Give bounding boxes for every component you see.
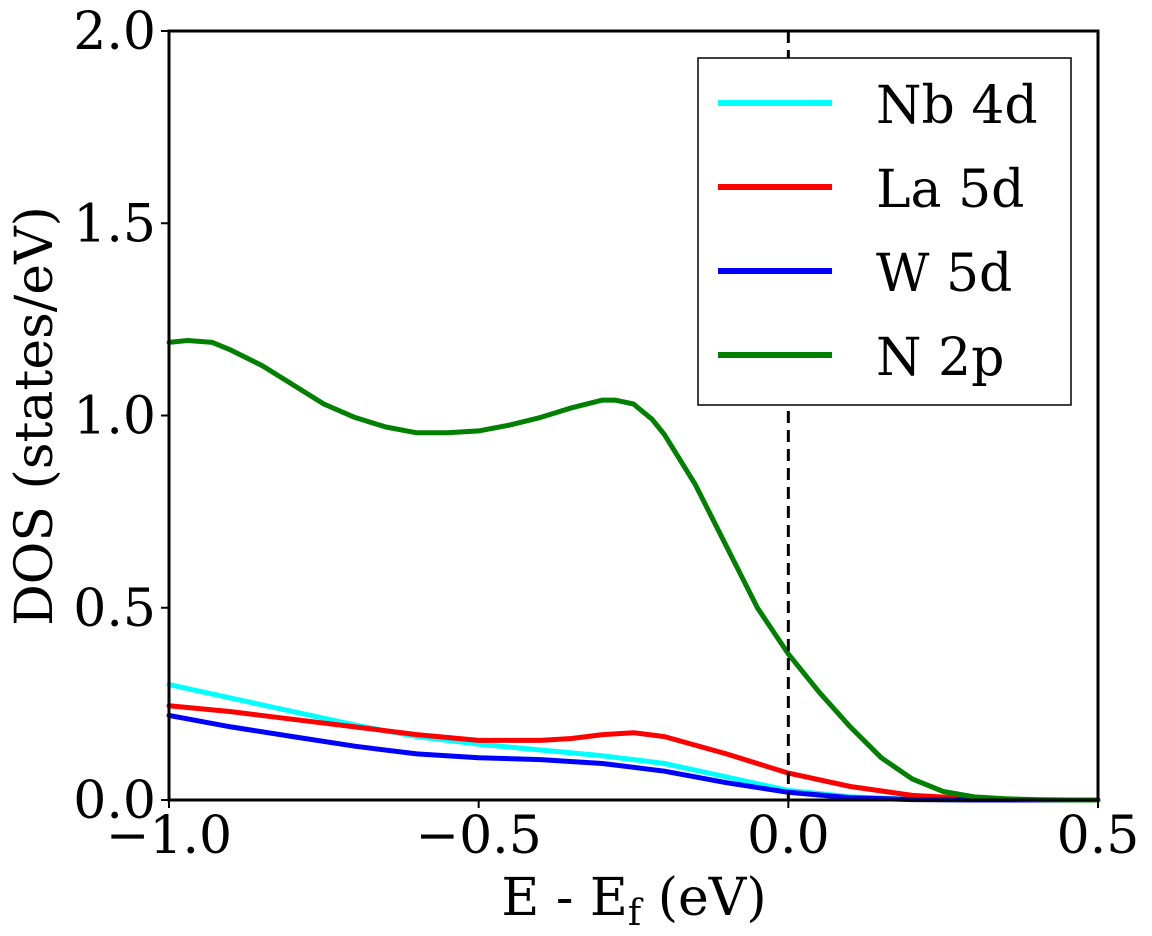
legend-label-la-5d: La 5d xyxy=(876,160,1024,220)
x-axis-label: E - Ef (eV) xyxy=(501,868,766,934)
y-tick-label: 0.5 xyxy=(73,579,156,639)
x-tick-label: 0.0 xyxy=(747,806,830,866)
y-tick-label: 0.0 xyxy=(73,771,156,831)
legend-label-nb-4d: Nb 4d xyxy=(876,76,1038,136)
y-tick-label: 1.5 xyxy=(73,194,156,254)
y-tick-label: 2.0 xyxy=(73,2,156,62)
x-tick-label: −1.0 xyxy=(106,806,232,866)
y-axis-label: DOS (states/eV) xyxy=(5,206,65,626)
x-axis: −1.0 −0.5 0.0 0.5 xyxy=(106,800,1139,866)
legend-label-w-5d: W 5d xyxy=(876,244,1012,304)
x-tick-label: 0.5 xyxy=(1057,806,1140,866)
series-line-n-2p xyxy=(166,338,1101,803)
series-line-la-5d xyxy=(166,703,1101,803)
x-tick-label: −0.5 xyxy=(416,806,542,866)
legend-box xyxy=(697,57,1072,406)
y-tick-label: 1.0 xyxy=(73,387,156,447)
legend-label-n-2p: N 2p xyxy=(876,328,1004,388)
y-axis: 0.0 0.5 1.0 1.5 2.0 xyxy=(73,2,169,831)
legend: Nb 4d La 5d W 5d N 2p xyxy=(697,57,1072,406)
